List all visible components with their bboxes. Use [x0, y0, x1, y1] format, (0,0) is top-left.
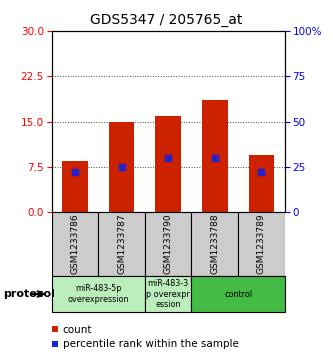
Text: protocol: protocol	[3, 289, 55, 299]
Text: GSM1233789: GSM1233789	[257, 214, 266, 274]
Text: count: count	[63, 325, 92, 335]
Bar	[52, 276, 145, 312]
Bar	[238, 212, 285, 276]
Text: control: control	[224, 290, 252, 298]
Bar	[98, 212, 145, 276]
Point	[72, 170, 78, 175]
Bar	[202, 101, 228, 212]
Text: miR-483-3
p overexpr
ession: miR-483-3 p overexpr ession	[146, 279, 190, 309]
Bar	[52, 212, 98, 276]
Bar	[248, 155, 274, 212]
Bar	[145, 212, 191, 276]
Bar	[155, 115, 181, 212]
Bar	[62, 161, 88, 212]
Bar	[145, 276, 191, 312]
Text: miR-483-5p
overexpression: miR-483-5p overexpression	[68, 284, 129, 304]
Text: GSM1233786: GSM1233786	[70, 214, 80, 274]
Point	[166, 155, 171, 161]
Text: GSM1233787: GSM1233787	[117, 214, 126, 274]
Point	[259, 170, 264, 175]
Point	[119, 164, 124, 170]
Bar	[191, 276, 285, 312]
Text: GSM1233790: GSM1233790	[164, 214, 173, 274]
Text: GDS5347 / 205765_at: GDS5347 / 205765_at	[90, 13, 243, 27]
Bar	[191, 212, 238, 276]
Text: GSM1233788: GSM1233788	[210, 214, 219, 274]
Point	[212, 155, 217, 161]
Text: percentile rank within the sample: percentile rank within the sample	[63, 339, 238, 349]
Bar	[109, 122, 134, 212]
